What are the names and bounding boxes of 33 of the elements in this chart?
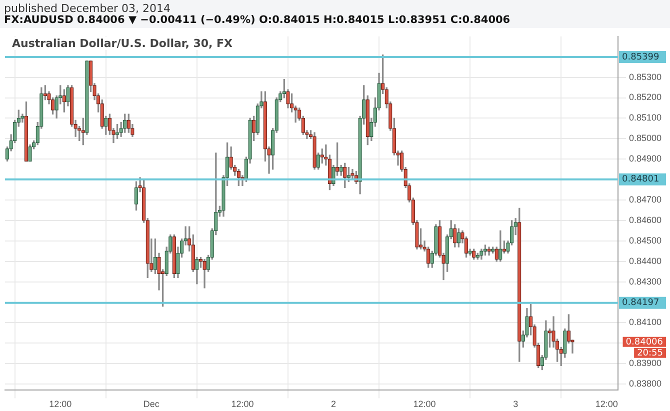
chart-title: Australian Dollar/U.S. Dollar, 30, FX — [12, 37, 233, 50]
x-tick-label: 12:00 — [595, 399, 618, 410]
candlestick — [548, 328, 552, 348]
chart-subtitle: FX:AUDUSD 0.84006 ▼ −0.00411 (−0.49%) O:0.84015 H:0.84015 L:0.83951 C:0.84006 — [4, 14, 510, 26]
ref-line-label: 0.85399 — [622, 52, 660, 62]
ref-line-label: 0.84197 — [622, 298, 660, 308]
y-tick-label: 0.84100 — [629, 317, 662, 328]
x-tick-label: Dec — [143, 399, 160, 410]
candlestick — [24, 102, 28, 162]
y-tick-label: 0.85300 — [629, 72, 662, 82]
y-tick-label: 0.85000 — [629, 133, 662, 144]
y-tick-label: 0.85100 — [629, 112, 662, 123]
candlestick — [483, 244, 488, 256]
y-tick-label: 0.85200 — [629, 92, 662, 102]
y-tick-label: 0.84500 — [629, 235, 662, 246]
text: published December 03, 2014 — [4, 2, 171, 15]
x-tick-label: 2 — [330, 399, 336, 410]
text: 0.84006 — [626, 337, 664, 348]
y-tick-label: 0.83800 — [629, 378, 662, 389]
x-tick-label: 12:00 — [413, 399, 436, 410]
y-tick-label: 0.83900 — [629, 358, 662, 368]
y-tick-label: 0.84400 — [629, 256, 662, 266]
ref-line-label: 0.84801 — [622, 174, 660, 185]
candlestick — [115, 124, 120, 139]
candlestick — [134, 181, 138, 211]
y-tick-label: 0.84600 — [629, 214, 662, 225]
text: 20:55 — [637, 348, 663, 358]
y-tick-label: 0.84300 — [629, 276, 662, 286]
x-tick-label: 3 — [513, 399, 518, 410]
y-tick-label: 0.84700 — [629, 194, 662, 204]
y-tick-label: 0.84900 — [629, 154, 662, 164]
x-tick-label: 12:00 — [231, 399, 254, 410]
x-tick-label: 12:00 — [49, 399, 72, 410]
